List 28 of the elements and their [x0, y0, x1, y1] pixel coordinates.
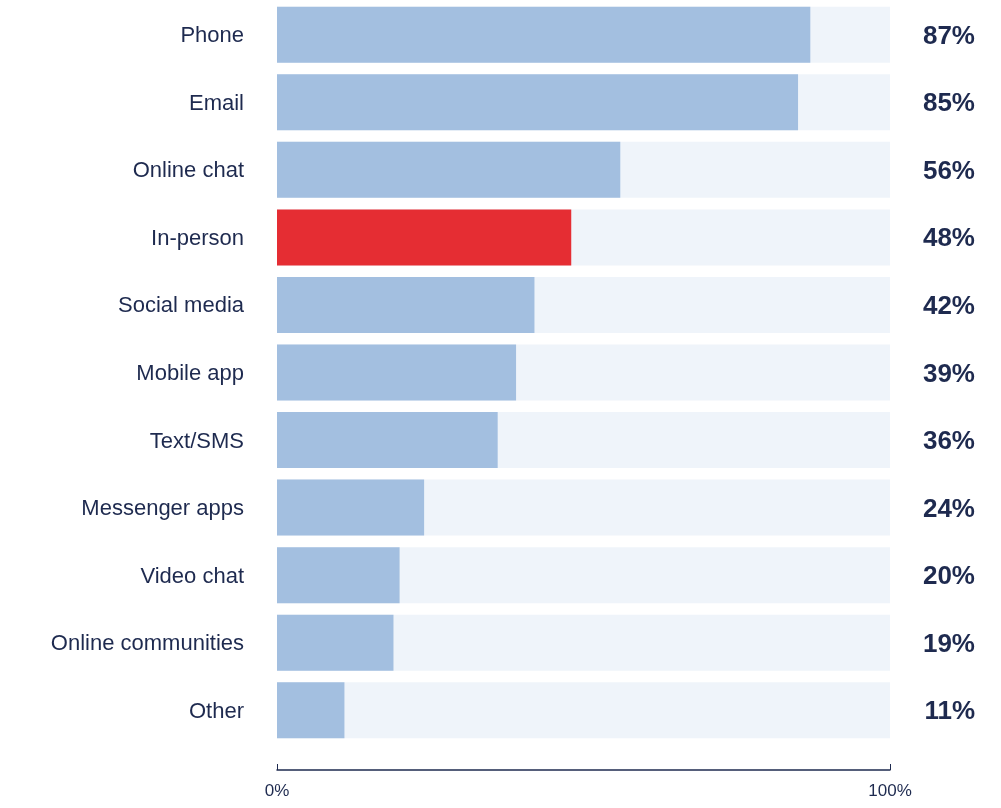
y-tick-label: Phone: [180, 22, 244, 48]
data-label: 48%: [922, 222, 975, 253]
bar: [277, 682, 345, 739]
data-label: 85%: [922, 87, 975, 118]
y-tick-label: Video chat: [140, 562, 244, 588]
data-label: 56%: [922, 154, 975, 185]
y-tick-label: Online chat: [132, 157, 244, 183]
y-tick-label: Email: [188, 89, 244, 115]
y-tick-label: Other: [188, 697, 244, 723]
data-label: 11%: [924, 695, 975, 726]
y-tick-label: In-person: [151, 224, 244, 250]
y-tick-label: Social media: [118, 292, 245, 318]
data-label: 19%: [922, 627, 975, 658]
data-label: 24%: [922, 492, 975, 523]
data-label: 39%: [922, 357, 975, 388]
data-label: 87%: [922, 19, 975, 50]
y-tick-label: Mobile app: [136, 360, 244, 385]
y-tick-label: Online communities: [50, 630, 244, 656]
y-tick-label: Text/SMS: [149, 427, 244, 453]
data-label: 42%: [922, 289, 975, 320]
bar: [277, 547, 400, 604]
x-tick-label: 0%: [264, 781, 290, 800]
data-label: 36%: [922, 425, 975, 456]
y-tick-label: Messenger apps: [81, 495, 244, 521]
bar: [277, 614, 394, 671]
x-tick-label: 100%: [868, 781, 912, 800]
data-label: 20%: [922, 560, 975, 591]
bar: [277, 479, 425, 536]
